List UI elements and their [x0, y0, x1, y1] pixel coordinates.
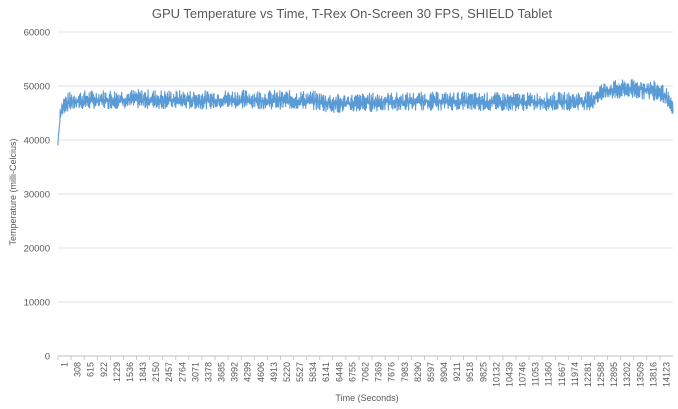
x-tick-label: 3992: [230, 362, 240, 382]
x-tick-label: 12895: [609, 362, 619, 387]
x-tick-label: 14123: [661, 362, 671, 387]
x-tick-label: 8290: [413, 362, 423, 382]
x-axis-label: Time (Seconds): [335, 393, 398, 403]
x-tick-label: 13816: [648, 362, 658, 387]
x-tick-label: 8904: [439, 362, 449, 382]
x-tick-label: 11667: [557, 362, 567, 386]
gridlines: [58, 31, 673, 303]
x-tick-label: 10132: [491, 362, 501, 387]
x-tick-label: 12588: [596, 362, 606, 387]
y-axis-label: Temperature (milli-Celcius): [8, 138, 18, 245]
x-tick-label: 10439: [504, 362, 514, 387]
y-tick-label: 30000: [24, 190, 50, 201]
x-tick-label: 7676: [387, 362, 397, 382]
x-tick-label: 3685: [217, 362, 227, 382]
axes: [57, 355, 673, 360]
x-tick-label: 5220: [282, 362, 292, 382]
x-tick-label: 1536: [125, 362, 135, 382]
x-tick-label: 9211: [452, 362, 462, 381]
x-tick-label: 4606: [256, 362, 266, 382]
y-tick-label: 10000: [24, 298, 50, 309]
x-tick-label: 922: [99, 362, 109, 377]
chart-title: GPU Temperature vs Time, T-Rex On-Screen…: [152, 6, 553, 21]
x-tick-label: 5834: [308, 362, 318, 382]
x-tick-label: 2457: [164, 362, 174, 382]
x-tick-label: 1: [60, 362, 70, 367]
x-tick-label: 11053: [531, 362, 541, 386]
x-tick-label: 6141: [321, 362, 331, 382]
x-tick-label: 1843: [138, 362, 148, 382]
x-tick-label: 11974: [570, 362, 580, 386]
x-tick-label: 615: [86, 362, 96, 377]
x-tick-labels: 1 308 615 922 1229 1536 1843 2150 2457 2764 3071 33…: [60, 362, 672, 387]
series-line: [57, 79, 674, 146]
x-tick-label: 6448: [334, 362, 344, 382]
y-tick-labels: 0 10000 20000 30000 40000 50000 60000: [24, 28, 50, 363]
x-tick-label: 9518: [465, 362, 475, 382]
x-tick-label: 13509: [635, 362, 645, 387]
x-tick-label: 4299: [243, 362, 253, 382]
y-tick-label: 20000: [24, 244, 50, 255]
x-tick-label: 1229: [112, 362, 122, 382]
x-tick-label: 2764: [177, 362, 187, 382]
x-tick-label: 3071: [190, 362, 200, 382]
x-tick-label: 13202: [622, 362, 632, 387]
series-layer: [57, 79, 674, 146]
x-tick-label: 12281: [583, 362, 593, 387]
x-tick-label: 5527: [295, 362, 305, 382]
x-tick-label: 4913: [269, 362, 279, 382]
x-tick-label: 6755: [347, 362, 357, 382]
y-tick-label: 60000: [24, 28, 50, 39]
x-tick-label: 308: [73, 362, 83, 377]
x-tick-label: 10746: [518, 362, 528, 387]
x-tick-label: 8597: [426, 362, 436, 382]
y-tick-label: 40000: [24, 136, 50, 147]
x-tick-label: 9825: [478, 362, 488, 382]
y-tick-label: 50000: [24, 82, 50, 93]
y-tick-label: 0: [45, 352, 50, 363]
x-tick-label: 2150: [151, 362, 161, 382]
x-tick-label: 3378: [203, 362, 213, 382]
x-tick-label: 7369: [374, 362, 384, 382]
x-tick-label: 7062: [361, 362, 371, 382]
x-tick-label: 7983: [400, 362, 410, 382]
x-tick-label: 11360: [544, 362, 554, 386]
